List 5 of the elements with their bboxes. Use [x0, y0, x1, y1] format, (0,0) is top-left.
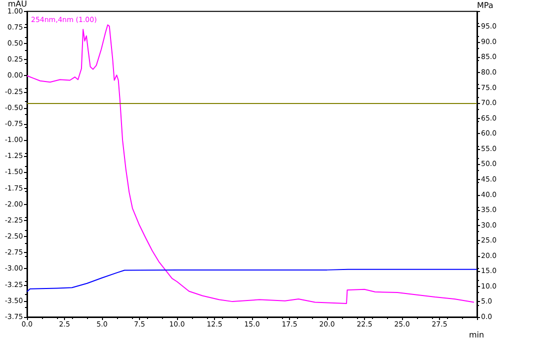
- y-axis-title: mAU: [8, 0, 28, 8]
- y2-axis-title: MPa: [477, 0, 494, 10]
- line-series: [26, 24, 474, 304]
- line-series: [26, 268, 478, 292]
- x-axis-title: min: [469, 330, 484, 339]
